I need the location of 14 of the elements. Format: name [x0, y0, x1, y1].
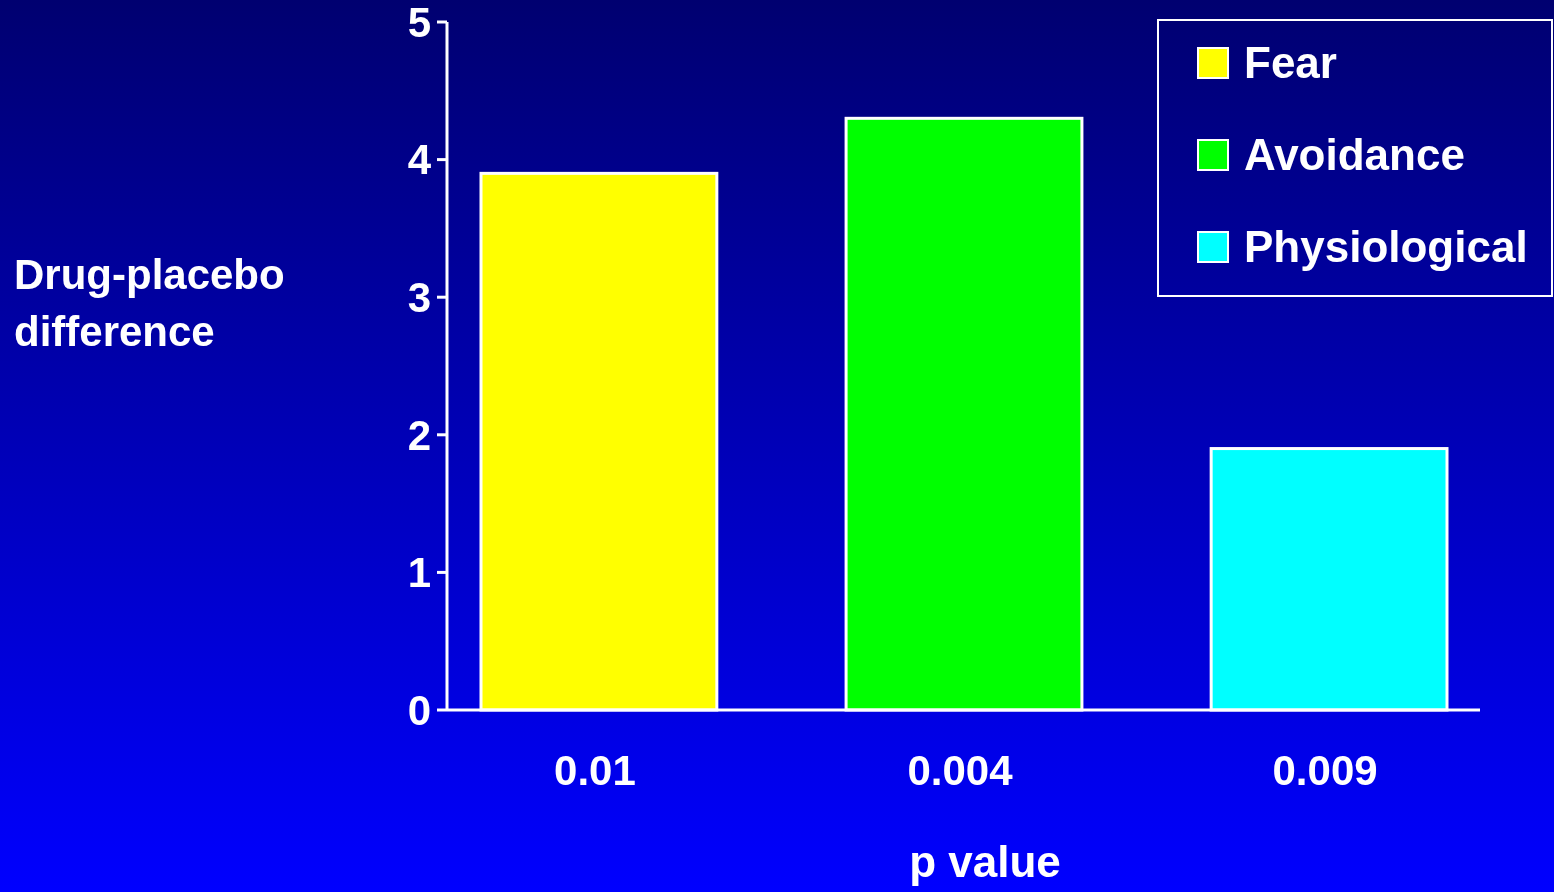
legend-label: Fear [1244, 38, 1337, 88]
x-axis-title: p value [909, 837, 1061, 887]
y-tick-label: 5 [407, 0, 431, 46]
x-tick-label: 0.009 [1272, 746, 1378, 794]
y-tick-label: 2 [407, 411, 431, 459]
y-tick-label: 1 [407, 549, 431, 597]
y-tick-label: 3 [407, 273, 431, 321]
x-tick-label: 0.01 [554, 746, 636, 794]
legend-label: Physiological [1244, 222, 1528, 272]
y-tick-label: 4 [407, 136, 432, 184]
x-tick-label: 0.004 [907, 746, 1014, 794]
legend-label: Avoidance [1244, 130, 1465, 180]
y-axis-title: Drug-placebo difference [14, 250, 285, 355]
y-tick-label: 0 [407, 686, 431, 734]
